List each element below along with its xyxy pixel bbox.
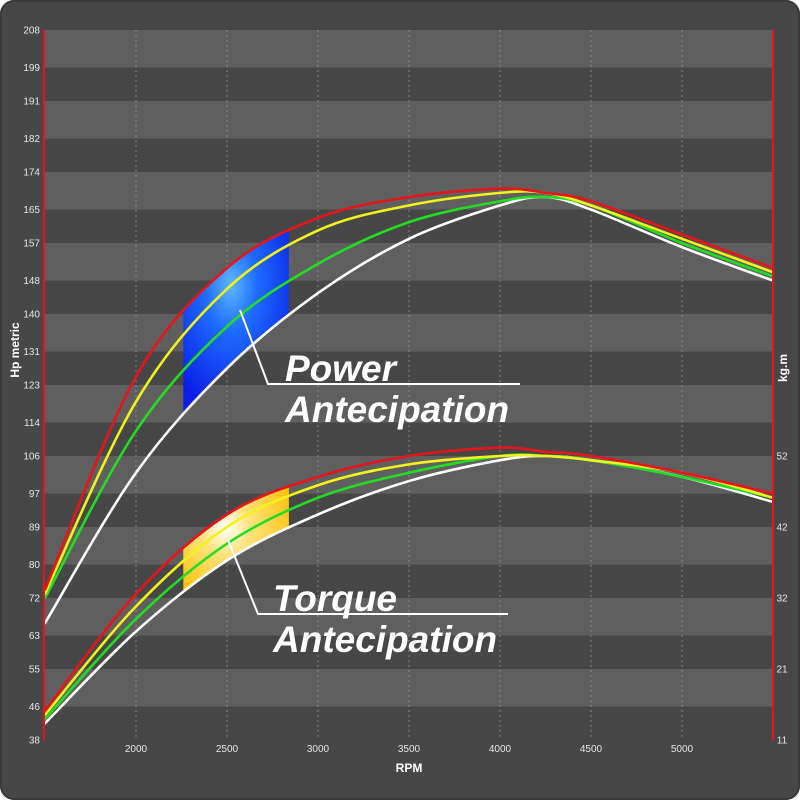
left-tick-label: 80	[29, 560, 41, 571]
left-tick-label: 140	[23, 310, 40, 321]
power-white-curve	[45, 195, 773, 625]
left-axis-title: Hp metric	[8, 322, 22, 378]
band	[45, 101, 773, 139]
right-tick-label: 32	[776, 594, 788, 605]
torque-red-curve	[45, 446, 773, 713]
x-tick-labels: 2000 2500 3000 3500 4000 4500 5000	[125, 744, 694, 755]
torque-yellow-curve	[45, 453, 773, 717]
x-tick-label: 3500	[398, 744, 421, 755]
right-tick-labels: 11 21 32 42 52	[776, 452, 788, 747]
right-tick-label: 21	[776, 665, 788, 676]
x-tick-label: 2500	[216, 744, 239, 755]
left-tick-label: 46	[29, 702, 41, 713]
right-axis-title: kg.m	[776, 354, 790, 382]
right-tick-label: 42	[776, 523, 788, 534]
left-tick-label: 123	[23, 381, 40, 392]
power-annotation: Power Antecipation	[239, 309, 520, 430]
left-tick-label: 208	[23, 26, 40, 37]
power-highlight-region	[183, 229, 289, 414]
power-annotation-line-2: Antecipation	[284, 389, 509, 430]
curves	[45, 187, 773, 725]
left-tick-label: 114	[24, 418, 40, 429]
left-tick-label: 55	[29, 665, 41, 676]
power-green-curve	[45, 195, 773, 600]
vertical-grid	[135, 30, 683, 740]
left-tick-label: 97	[29, 489, 41, 500]
left-tick-label: 191	[23, 97, 40, 108]
x-tick-label: 4000	[489, 744, 512, 755]
left-tick-label: 165	[23, 205, 40, 216]
x-tick-label: 4500	[580, 744, 603, 755]
left-tick-label: 174	[23, 168, 40, 179]
torque-annotation-line-1: Torque	[273, 578, 397, 619]
left-tick-label: 199	[23, 63, 40, 74]
right-tick-label: 11	[777, 736, 788, 747]
left-tick-labels: 38 46 55 63 72 80 89 97 106 114 123 131 140 148 157 165…	[23, 26, 40, 747]
power-red-curve	[45, 187, 773, 591]
power-yellow-curve	[45, 190, 773, 596]
band	[45, 456, 773, 494]
torque-annotation-line-2: Antecipation	[272, 619, 497, 660]
right-tick-label: 52	[776, 452, 788, 463]
left-tick-label: 63	[29, 631, 41, 642]
background-bands	[45, 30, 773, 740]
left-tick-label: 38	[29, 736, 41, 747]
band	[45, 706, 773, 740]
left-tick-label: 157	[23, 239, 40, 250]
x-axis-title: RPM	[396, 761, 423, 775]
x-tick-label: 3000	[307, 744, 330, 755]
torque-annotation: Torque Antecipation	[227, 539, 508, 660]
x-tick-label: 5000	[671, 744, 694, 755]
power-annotation-line-1: Power	[285, 348, 399, 389]
left-tick-label: 182	[23, 134, 40, 145]
torque-green-curve	[45, 453, 773, 721]
x-tick-label: 2000	[125, 744, 148, 755]
left-tick-label: 148	[23, 276, 40, 287]
left-tick-label: 131	[23, 347, 40, 358]
left-tick-label: 72	[29, 594, 41, 605]
torque-leader-line	[227, 539, 508, 615]
left-tick-label: 89	[29, 523, 41, 534]
left-tick-label: 106	[23, 452, 40, 463]
power-leader-line	[239, 309, 520, 385]
